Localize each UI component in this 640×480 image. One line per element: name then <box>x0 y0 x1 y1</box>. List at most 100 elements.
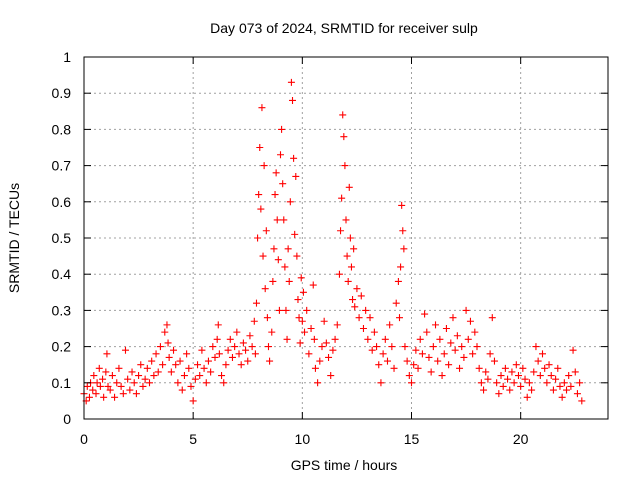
data-point <box>126 386 134 394</box>
y-tick-label: 0.3 <box>52 302 72 318</box>
data-point <box>180 372 188 380</box>
data-point <box>235 350 243 358</box>
data-point <box>183 350 191 358</box>
data-point <box>440 350 448 358</box>
data-point <box>399 227 407 235</box>
data-point <box>576 379 584 387</box>
data-point <box>96 382 104 390</box>
data-point <box>266 357 274 365</box>
data-point <box>451 346 459 354</box>
data-point <box>318 343 326 351</box>
data-point <box>92 390 100 398</box>
data-point <box>549 386 557 394</box>
data-point <box>146 379 153 387</box>
data-point <box>289 96 297 104</box>
data-point <box>506 386 514 394</box>
data-point <box>211 353 219 361</box>
data-point <box>445 361 453 369</box>
data-point <box>379 350 387 358</box>
x-tick-label: 10 <box>295 431 311 447</box>
data-point <box>93 379 101 387</box>
data-point <box>395 314 403 322</box>
data-point <box>350 245 358 253</box>
data-point <box>497 372 505 380</box>
data-point <box>366 314 374 322</box>
data-point <box>381 335 389 343</box>
data-point <box>339 111 347 119</box>
data-point <box>469 350 477 358</box>
data-point <box>220 379 228 387</box>
data-point <box>392 299 400 307</box>
data-point <box>418 350 426 358</box>
data-point <box>528 386 536 394</box>
data-point <box>268 328 276 336</box>
data-point <box>412 346 420 354</box>
data-point <box>298 317 306 325</box>
data-point <box>504 375 512 383</box>
data-point <box>335 270 343 278</box>
data-point <box>482 368 490 376</box>
data-point <box>290 154 298 162</box>
data-point <box>397 263 405 271</box>
data-point <box>239 339 247 347</box>
data-point <box>161 328 169 336</box>
data-point <box>176 357 184 365</box>
data-point <box>124 375 132 383</box>
data-point <box>254 234 262 242</box>
data-point <box>394 277 402 285</box>
data-point <box>228 353 236 361</box>
data-point <box>560 379 568 387</box>
data-point <box>121 346 129 354</box>
data-point <box>353 285 361 293</box>
data-point <box>242 346 250 354</box>
data-point <box>466 317 474 325</box>
data-point <box>578 397 586 405</box>
data-point <box>207 368 215 376</box>
data-point <box>218 372 226 380</box>
data-point <box>416 335 424 343</box>
data-point <box>296 339 304 347</box>
data-point <box>471 328 479 336</box>
data-point <box>152 350 160 358</box>
data-point <box>495 390 503 398</box>
data-point <box>408 379 415 387</box>
data-point <box>270 245 278 253</box>
y-tick-label: 0.7 <box>52 158 72 174</box>
data-point <box>421 310 429 318</box>
data-point <box>246 332 254 340</box>
data-point <box>364 335 372 343</box>
data-point <box>279 180 287 188</box>
data-point <box>410 361 418 369</box>
data-point <box>244 357 252 365</box>
data-point <box>170 346 178 354</box>
data-point <box>547 372 555 380</box>
data-point <box>344 277 352 285</box>
data-point <box>115 364 123 372</box>
data-point <box>85 393 93 401</box>
data-point <box>438 372 446 380</box>
y-tick-label: 0.1 <box>52 375 72 391</box>
data-point <box>534 357 542 365</box>
data-point <box>100 393 108 401</box>
data-point <box>345 183 353 191</box>
data-point <box>111 393 119 401</box>
data-point <box>213 335 221 343</box>
data-point <box>340 133 348 141</box>
data-point <box>359 325 367 332</box>
data-point <box>119 390 127 398</box>
y-tick-label: 0.6 <box>52 194 72 210</box>
data-point <box>282 306 290 314</box>
data-point <box>262 227 270 235</box>
data-point <box>512 361 520 369</box>
data-point <box>314 379 322 387</box>
data-point <box>271 191 279 199</box>
data-point <box>278 125 286 133</box>
data-point <box>281 263 289 271</box>
data-point <box>447 339 455 347</box>
data-point <box>436 335 444 343</box>
data-point <box>449 314 457 322</box>
data-point <box>252 299 260 307</box>
y-tick-labels: 0 0.1 0.2 0.3 0.4 0.5 0.6 0.7 0.8 0.9 1 <box>52 49 72 427</box>
data-point <box>194 361 202 369</box>
data-point <box>104 382 112 390</box>
